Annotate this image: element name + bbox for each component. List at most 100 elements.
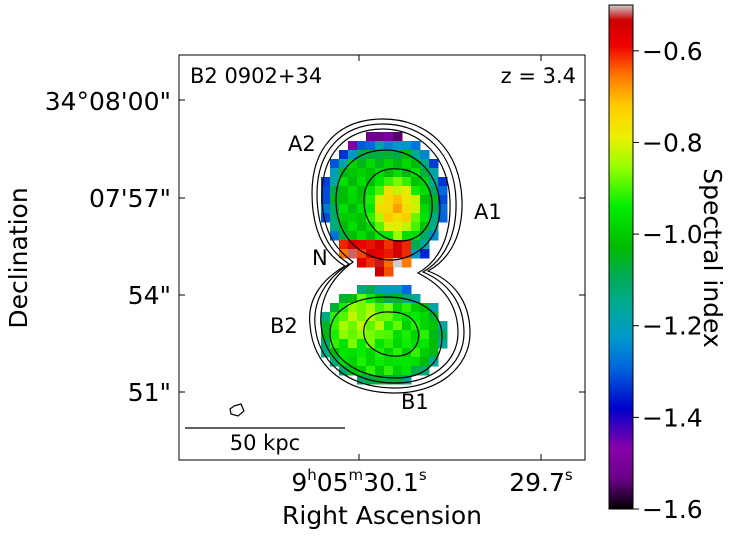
contour-outer-3	[320, 128, 459, 384]
map-pixel	[402, 222, 412, 232]
map-pixel	[411, 330, 421, 340]
map-pixel	[366, 366, 376, 376]
map-pixel	[330, 159, 340, 169]
map-pixel	[384, 132, 394, 142]
map-pixel	[384, 312, 394, 322]
map-pixel	[375, 177, 385, 187]
map-pixel	[384, 303, 394, 313]
map-pixel	[411, 348, 421, 358]
map-pixel	[375, 375, 385, 385]
map-pixel	[375, 231, 385, 241]
map-pixel	[321, 348, 331, 358]
colorbar-label: Spectral index	[698, 168, 727, 348]
map-pixel	[384, 285, 394, 295]
map-pixel	[339, 348, 349, 358]
plot-frame	[178, 54, 586, 461]
map-pixel	[420, 150, 430, 160]
map-pixel	[429, 186, 439, 196]
map-pixel	[339, 339, 349, 349]
map-pixel	[357, 186, 367, 196]
map-pixel	[384, 186, 394, 196]
map-pixel	[384, 339, 394, 349]
map-pixel	[330, 231, 340, 241]
map-pixel	[411, 339, 421, 349]
axis-ticks	[179, 55, 585, 460]
map-pixel	[375, 141, 385, 151]
map-pixel	[357, 204, 367, 214]
map-pixel	[348, 204, 358, 214]
map-pixel	[393, 150, 403, 160]
x-tick-label: 9h05m30.1s	[291, 466, 427, 497]
colorbar	[608, 4, 634, 510]
map-pixel	[375, 240, 385, 250]
map-pixel	[348, 186, 358, 196]
map-pixel	[402, 321, 412, 331]
map-pixel	[348, 366, 358, 376]
map-pixel	[375, 294, 385, 304]
map-pixel	[357, 258, 367, 268]
map-pixel	[348, 357, 358, 367]
map-pixel	[357, 321, 367, 331]
map-pixel	[366, 303, 376, 313]
map-pixel	[375, 321, 385, 331]
map-pixel	[393, 204, 403, 214]
colorbar-tick-label: −1.6	[642, 495, 703, 524]
map-pixel	[420, 240, 430, 250]
map-pixel	[402, 285, 412, 295]
y-tick-label: 51"	[128, 378, 171, 407]
map-pixel	[357, 177, 367, 187]
map-pixel	[366, 141, 376, 151]
map-pixel	[393, 294, 403, 304]
map-pixel	[384, 141, 394, 151]
map-pixel	[438, 195, 448, 205]
component-label-a2: A2	[288, 132, 316, 156]
map-pixel	[375, 222, 385, 232]
map-pixel	[375, 195, 385, 205]
map-pixel	[366, 240, 376, 250]
map-pixel	[429, 339, 439, 349]
map-pixel	[321, 330, 331, 340]
map-pixel	[366, 168, 376, 178]
map-pixel	[330, 348, 340, 358]
map-pixel	[339, 231, 349, 241]
map-pixel	[393, 312, 403, 322]
map-pixel	[402, 213, 412, 223]
map-pixel	[402, 168, 412, 178]
map-pixel	[366, 222, 376, 232]
map-pixel	[384, 249, 394, 259]
map-pixel	[339, 312, 349, 322]
map-pixel	[339, 177, 349, 187]
map-pixel	[366, 357, 376, 367]
map-pixel	[375, 285, 385, 295]
redshift-label: z = 3.4	[501, 64, 576, 88]
map-pixel	[429, 204, 439, 214]
map-pixel	[393, 240, 403, 250]
map-pixel	[384, 321, 394, 331]
map-pixel	[438, 321, 448, 331]
map-pixel	[366, 339, 376, 349]
map-pixel	[357, 348, 367, 358]
map-pixel	[339, 186, 349, 196]
map-pixel	[330, 330, 340, 340]
map-pixel	[375, 168, 385, 178]
map-pixel	[375, 330, 385, 340]
map-pixel	[321, 312, 331, 322]
map-pixel	[339, 366, 349, 376]
map-pixel	[384, 168, 394, 178]
colorbar-tick-label: −0.8	[642, 128, 703, 157]
contour-a-core	[363, 168, 433, 242]
map-pixel	[411, 312, 421, 322]
y-tick-label: 34°08'00"	[45, 87, 171, 116]
map-pixel	[321, 321, 331, 331]
map-pixel	[375, 303, 385, 313]
contour-b-inner	[329, 296, 443, 379]
map-pixel	[402, 312, 412, 322]
map-pixel	[411, 249, 421, 259]
map-pixel	[393, 339, 403, 349]
map-pixel	[330, 213, 340, 223]
map-pixel	[402, 357, 412, 367]
map-pixel	[348, 159, 358, 169]
map-pixel	[393, 177, 403, 187]
map-pixel	[357, 312, 367, 322]
map-pixel	[393, 330, 403, 340]
